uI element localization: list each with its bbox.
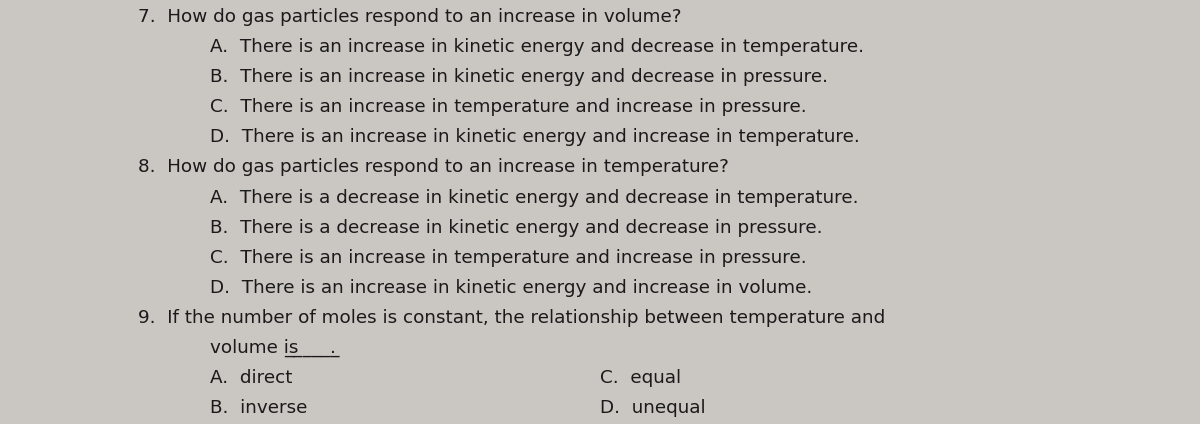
Text: B.  inverse: B. inverse: [210, 399, 307, 417]
Text: A.  There is an increase in kinetic energy and decrease in temperature.: A. There is an increase in kinetic energ…: [210, 38, 864, 56]
Text: ______: ______: [284, 339, 340, 357]
Text: 9.  If the number of moles is constant, the relationship between temperature and: 9. If the number of moles is constant, t…: [138, 309, 886, 327]
Text: C.  equal: C. equal: [600, 369, 682, 387]
Text: volume is: volume is: [210, 339, 305, 357]
Text: B.  There is a decrease in kinetic energy and decrease in pressure.: B. There is a decrease in kinetic energy…: [210, 219, 822, 237]
Text: A.  There is a decrease in kinetic energy and decrease in temperature.: A. There is a decrease in kinetic energy…: [210, 189, 858, 206]
Text: D.  There is an increase in kinetic energy and increase in volume.: D. There is an increase in kinetic energ…: [210, 279, 812, 297]
Text: D.  There is an increase in kinetic energy and increase in temperature.: D. There is an increase in kinetic energ…: [210, 128, 859, 146]
Text: C.  There is an increase in temperature and increase in pressure.: C. There is an increase in temperature a…: [210, 249, 806, 267]
Text: B.  There is an increase in kinetic energy and decrease in pressure.: B. There is an increase in kinetic energ…: [210, 68, 828, 86]
Text: 8.  How do gas particles respond to an increase in temperature?: 8. How do gas particles respond to an in…: [138, 159, 728, 176]
Text: C.  There is an increase in temperature and increase in pressure.: C. There is an increase in temperature a…: [210, 98, 806, 116]
Text: A.  direct: A. direct: [210, 369, 293, 387]
Text: 7.  How do gas particles respond to an increase in volume?: 7. How do gas particles respond to an in…: [138, 8, 682, 26]
Text: D.  unequal: D. unequal: [600, 399, 706, 417]
Text: .: .: [330, 339, 336, 357]
